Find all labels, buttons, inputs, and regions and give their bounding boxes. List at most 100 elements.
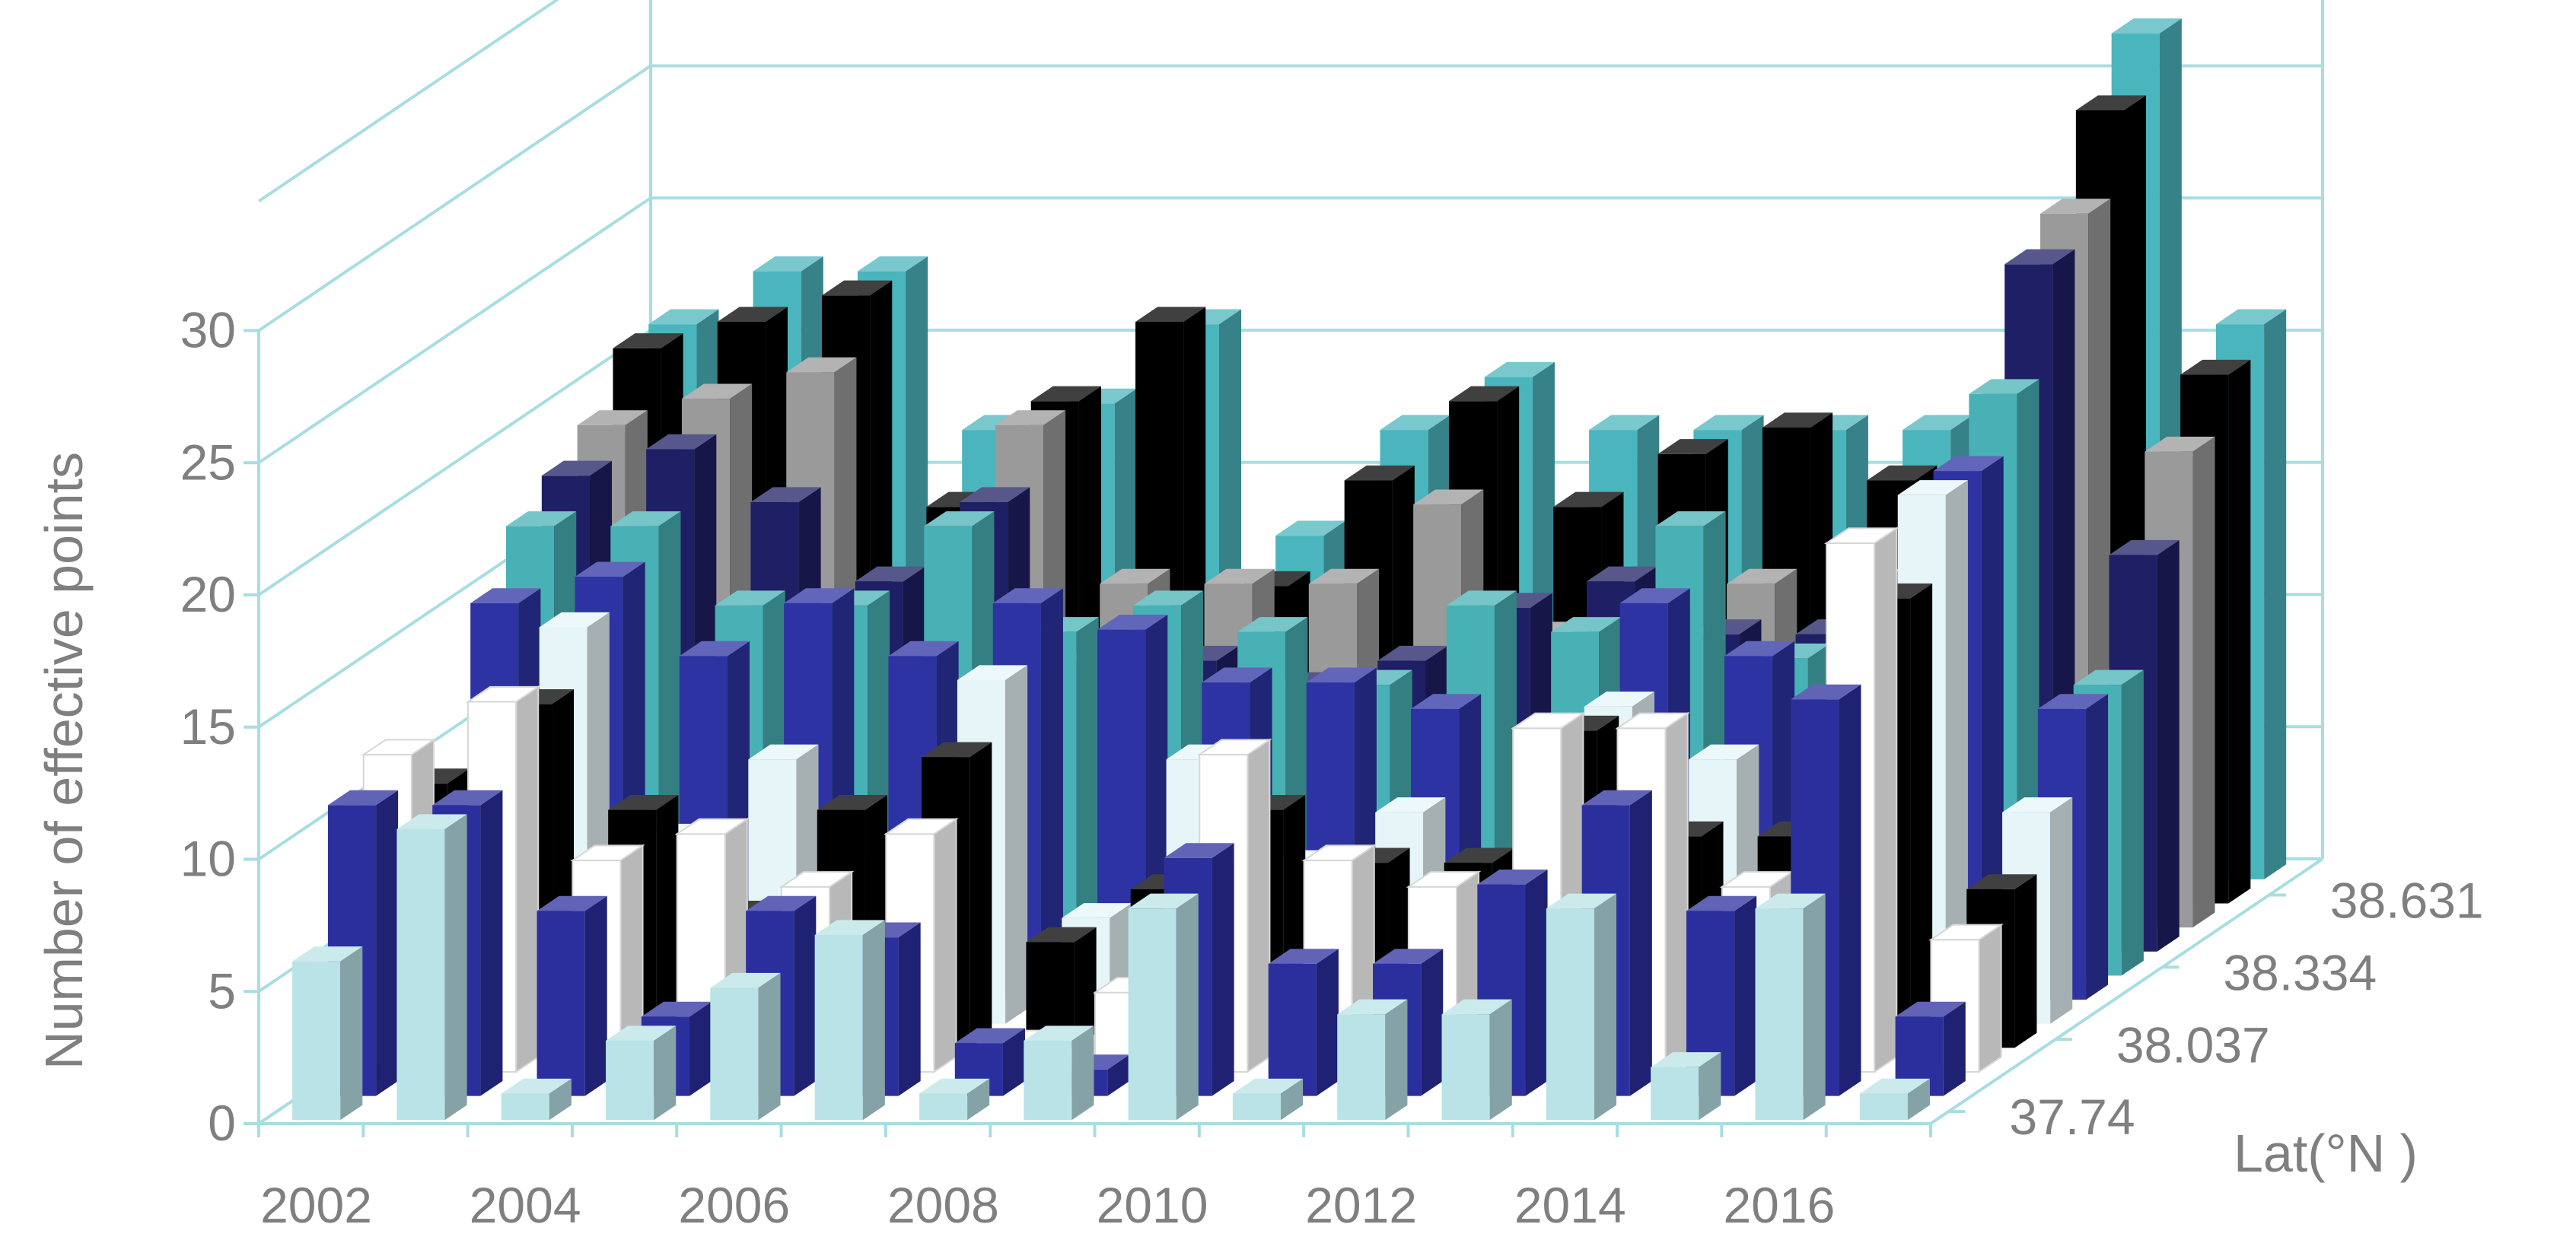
bar-side-face <box>584 895 607 1096</box>
bar-top-face <box>613 333 683 348</box>
bar-top-face <box>470 588 541 603</box>
bar-side-face <box>2228 359 2251 904</box>
bar-front-face <box>606 1041 654 1121</box>
bar-top-face <box>1693 415 1764 431</box>
bar-top-face <box>506 511 577 526</box>
bar-top-face <box>1755 893 1826 909</box>
x-tick-label-2016: 2016 <box>1723 1177 1835 1233</box>
bar-top-face <box>992 588 1063 603</box>
bar-top-face <box>954 1028 1025 1044</box>
bar-top-face <box>1791 684 1861 700</box>
bar-top-face <box>748 744 819 760</box>
bar-side-face <box>1071 1025 1094 1121</box>
bar-side-face <box>1247 738 1271 1073</box>
bar-top-face <box>1589 415 1660 431</box>
bar-top-face <box>2073 669 2144 685</box>
bar-side-face <box>1981 456 2004 1000</box>
bar-top-face <box>779 871 855 888</box>
bar-top-face <box>2040 199 2111 214</box>
bar <box>537 895 607 1096</box>
bar-side-face <box>1489 999 1512 1121</box>
bar-top-face <box>1411 694 1482 709</box>
bar-side-face <box>376 790 399 1096</box>
bar <box>1651 1052 1721 1121</box>
gridline-side-30 <box>257 64 652 332</box>
bar-side-face <box>656 794 679 1048</box>
bar-top-face <box>1903 415 1973 431</box>
bar-top-face <box>919 1078 990 1094</box>
bar-top-face <box>2215 309 2287 325</box>
bar <box>1232 1078 1304 1121</box>
bar-top-face <box>1727 568 1797 584</box>
bar-top-face <box>1966 874 2037 889</box>
bar-top-face <box>2109 539 2180 555</box>
bar-side-face <box>480 790 503 1096</box>
bar-front-face <box>1441 1014 1490 1121</box>
bar-top-face <box>1823 527 1899 544</box>
bar-top-face <box>884 818 959 835</box>
bar <box>1441 999 1512 1121</box>
bar-side-face <box>1734 895 1757 1096</box>
bar-front-face <box>1651 1067 1699 1121</box>
bar-front-face <box>1232 1093 1282 1121</box>
y-tick-label-25: 25 <box>180 434 236 490</box>
bar <box>1546 893 1617 1121</box>
bar-top-face <box>1657 439 1728 454</box>
bar <box>919 1078 990 1121</box>
bar-side-face <box>2086 694 2109 1000</box>
x-tick-label-2008: 2008 <box>887 1177 999 1233</box>
bar <box>1859 1078 1930 1121</box>
bar-top-face <box>2037 694 2109 709</box>
bar-top-face <box>786 357 857 373</box>
bar-top-face <box>1444 847 1514 863</box>
bar-top-face <box>1268 949 1339 964</box>
x-tick-label-2014: 2014 <box>1514 1177 1626 1233</box>
bar-side-face <box>340 946 363 1121</box>
y-tick-label-10: 10 <box>180 831 236 887</box>
bar-front-face <box>292 961 341 1121</box>
bar-top-face <box>814 920 885 936</box>
bar-side-face <box>2121 669 2144 976</box>
bar-top-face <box>679 641 750 657</box>
bar-top-face <box>822 280 893 296</box>
bar-side-face <box>1803 893 1826 1121</box>
bar-side-face <box>515 685 540 1073</box>
bar-top-face <box>606 1025 677 1041</box>
bar-top-face <box>855 566 925 582</box>
bar-top-face <box>1724 641 1795 657</box>
bar-top-face <box>1448 386 1520 402</box>
gridline-side-top <box>257 0 560 203</box>
bar-side-face <box>444 814 467 1121</box>
bar-top-face <box>1441 999 1512 1015</box>
y-tick-label-20: 20 <box>180 566 236 622</box>
bar-top-face <box>710 972 781 988</box>
bar-side-face <box>1076 617 1099 976</box>
bar-top-face <box>2004 249 2075 265</box>
gridline-side-20 <box>257 329 652 596</box>
bar-top-face <box>1406 871 1482 888</box>
bar-top-face <box>717 307 788 323</box>
depth-tick-label-0: 37.74 <box>2009 1089 2135 1145</box>
bar <box>1337 999 1408 1121</box>
y-tick-label-0: 0 <box>208 1095 236 1151</box>
bar-top-face <box>1928 924 2004 941</box>
bar-top-face <box>501 1078 572 1094</box>
bar-top-face <box>608 794 679 810</box>
bar-top-face <box>1546 893 1617 909</box>
bar <box>1755 893 1826 1121</box>
bar-top-face <box>575 561 645 577</box>
bar-top-face <box>753 256 823 272</box>
bar-top-face <box>995 410 1066 425</box>
bar-top-face <box>2075 95 2147 111</box>
bar-top-face <box>1275 520 1346 536</box>
bar-top-face <box>1344 465 1415 481</box>
x-tick-label-2012: 2012 <box>1305 1177 1417 1233</box>
bar-top-face <box>2145 437 2215 452</box>
bar-top-face <box>1615 712 1690 730</box>
bar-top-face <box>1100 568 1170 584</box>
bar-top-face <box>1375 797 1446 812</box>
bar-top-face <box>960 487 1030 503</box>
bar-top-face <box>924 511 995 526</box>
depth-tick-label-1: 38.037 <box>2116 1016 2270 1073</box>
